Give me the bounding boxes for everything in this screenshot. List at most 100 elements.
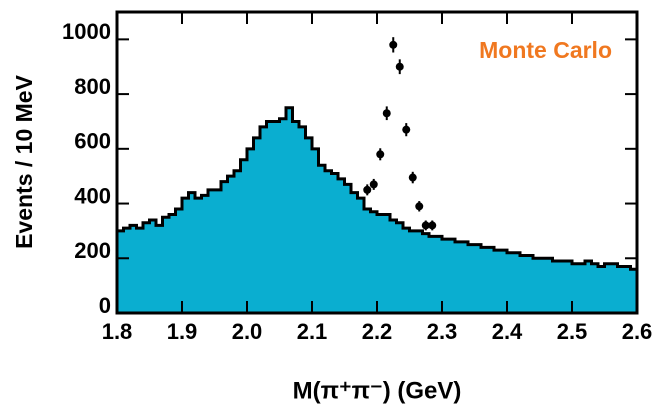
y-tick-label: 1000 bbox=[62, 19, 111, 44]
histogram-bar bbox=[565, 261, 573, 313]
histogram-bar bbox=[591, 263, 599, 313]
histogram-bar bbox=[604, 263, 612, 313]
histogram-bar bbox=[507, 252, 514, 313]
data-point bbox=[369, 180, 378, 189]
histogram-bar bbox=[617, 266, 625, 313]
histogram-bar bbox=[487, 247, 495, 313]
y-tick-label: 600 bbox=[74, 129, 111, 154]
histogram-bar bbox=[416, 230, 423, 313]
histogram-bar bbox=[292, 121, 300, 313]
histogram-bar bbox=[448, 239, 456, 313]
histogram-bar bbox=[539, 258, 547, 313]
y-tick-label: 400 bbox=[74, 183, 111, 208]
histogram-bar bbox=[585, 261, 592, 313]
data-point bbox=[408, 173, 417, 182]
x-tick-label: 2.1 bbox=[297, 319, 328, 344]
y-axis-label: Events / 10 MeV bbox=[11, 74, 37, 249]
histogram-bar bbox=[396, 222, 404, 313]
histogram-bar bbox=[143, 222, 150, 313]
data-point bbox=[421, 221, 430, 230]
histogram-bar bbox=[435, 236, 443, 313]
y-tick-label: 800 bbox=[74, 74, 111, 99]
histogram-bar bbox=[455, 241, 462, 313]
data-point bbox=[428, 221, 437, 230]
histogram-bar bbox=[312, 148, 319, 313]
data-point bbox=[389, 40, 398, 49]
histogram-bar bbox=[481, 247, 488, 313]
x-axis-label: M(π⁺π⁻) (GeV) bbox=[293, 377, 462, 404]
histogram-bar bbox=[377, 214, 384, 313]
data-point bbox=[376, 150, 385, 159]
y-tick-label: 0 bbox=[99, 293, 111, 318]
histogram-bar bbox=[266, 121, 274, 313]
histogram-bar bbox=[169, 214, 176, 313]
histogram-bar bbox=[494, 250, 501, 313]
x-tick-label: 2.2 bbox=[362, 319, 393, 344]
histogram-bar bbox=[552, 261, 560, 313]
histogram-bar bbox=[318, 165, 326, 313]
histogram-bar bbox=[305, 137, 313, 313]
histogram-bar bbox=[130, 225, 137, 313]
x-tick-label: 2.5 bbox=[557, 319, 588, 344]
histogram-bar bbox=[500, 250, 508, 313]
data-point bbox=[363, 185, 372, 194]
histogram-bar bbox=[201, 195, 209, 313]
y-tick-label: 200 bbox=[74, 238, 111, 263]
histogram-bar bbox=[344, 184, 352, 313]
histogram-bar bbox=[136, 228, 144, 313]
histogram-bar bbox=[208, 189, 215, 313]
histogram-bar bbox=[273, 121, 280, 313]
histogram-bar bbox=[253, 137, 261, 313]
data-point bbox=[382, 109, 391, 118]
histogram-bar bbox=[325, 170, 332, 313]
histogram-bar bbox=[357, 198, 365, 313]
histogram-bar bbox=[533, 258, 540, 313]
x-tick-label: 2.6 bbox=[622, 319, 653, 344]
histogram-bar bbox=[422, 233, 430, 313]
histogram-bar bbox=[214, 189, 222, 313]
histogram-bar bbox=[123, 228, 131, 313]
histogram-bar bbox=[117, 230, 124, 313]
histogram-bar bbox=[351, 192, 358, 313]
histogram-bar bbox=[468, 244, 475, 313]
histogram-bar bbox=[286, 107, 293, 313]
histogram-bar bbox=[429, 236, 436, 313]
histogram-bar bbox=[195, 198, 202, 313]
x-tick-label: 2.0 bbox=[232, 319, 263, 344]
histogram-bar bbox=[578, 263, 586, 313]
x-tick-label: 2.4 bbox=[492, 319, 523, 344]
histogram-bar bbox=[461, 241, 469, 313]
histogram-bar bbox=[370, 211, 378, 313]
data-point bbox=[415, 202, 424, 211]
histogram-bar bbox=[182, 198, 189, 313]
histogram-bar bbox=[520, 255, 527, 313]
histogram-bar bbox=[188, 192, 196, 313]
histogram-bar bbox=[279, 118, 287, 313]
histogram-bar bbox=[572, 263, 579, 313]
histogram-bar bbox=[240, 159, 248, 313]
histogram-bar bbox=[149, 219, 157, 313]
x-tick-label: 1.9 bbox=[167, 319, 198, 344]
histogram-bar bbox=[221, 181, 228, 313]
x-tick-label: 2.3 bbox=[427, 319, 458, 344]
histogram-bar bbox=[162, 217, 170, 313]
histogram-bar bbox=[175, 209, 183, 313]
histogram-bar bbox=[442, 239, 449, 313]
histogram-bar bbox=[364, 209, 371, 313]
histogram-bar bbox=[624, 266, 631, 313]
histogram-bar bbox=[546, 258, 553, 313]
histogram-bar bbox=[331, 173, 339, 313]
histogram-bar bbox=[383, 214, 391, 313]
histogram-bar bbox=[409, 230, 417, 313]
histogram-bar bbox=[338, 178, 345, 313]
histogram-bar bbox=[234, 170, 241, 313]
x-tick-label: 1.8 bbox=[102, 319, 133, 344]
annotation: Monte Carlo bbox=[479, 37, 612, 63]
histogram-bar bbox=[611, 263, 618, 313]
histogram-bar bbox=[630, 269, 638, 313]
histogram-bar bbox=[526, 255, 534, 313]
histogram-bar bbox=[227, 176, 235, 313]
histogram-bar bbox=[390, 219, 397, 313]
histogram-bar bbox=[156, 225, 163, 313]
